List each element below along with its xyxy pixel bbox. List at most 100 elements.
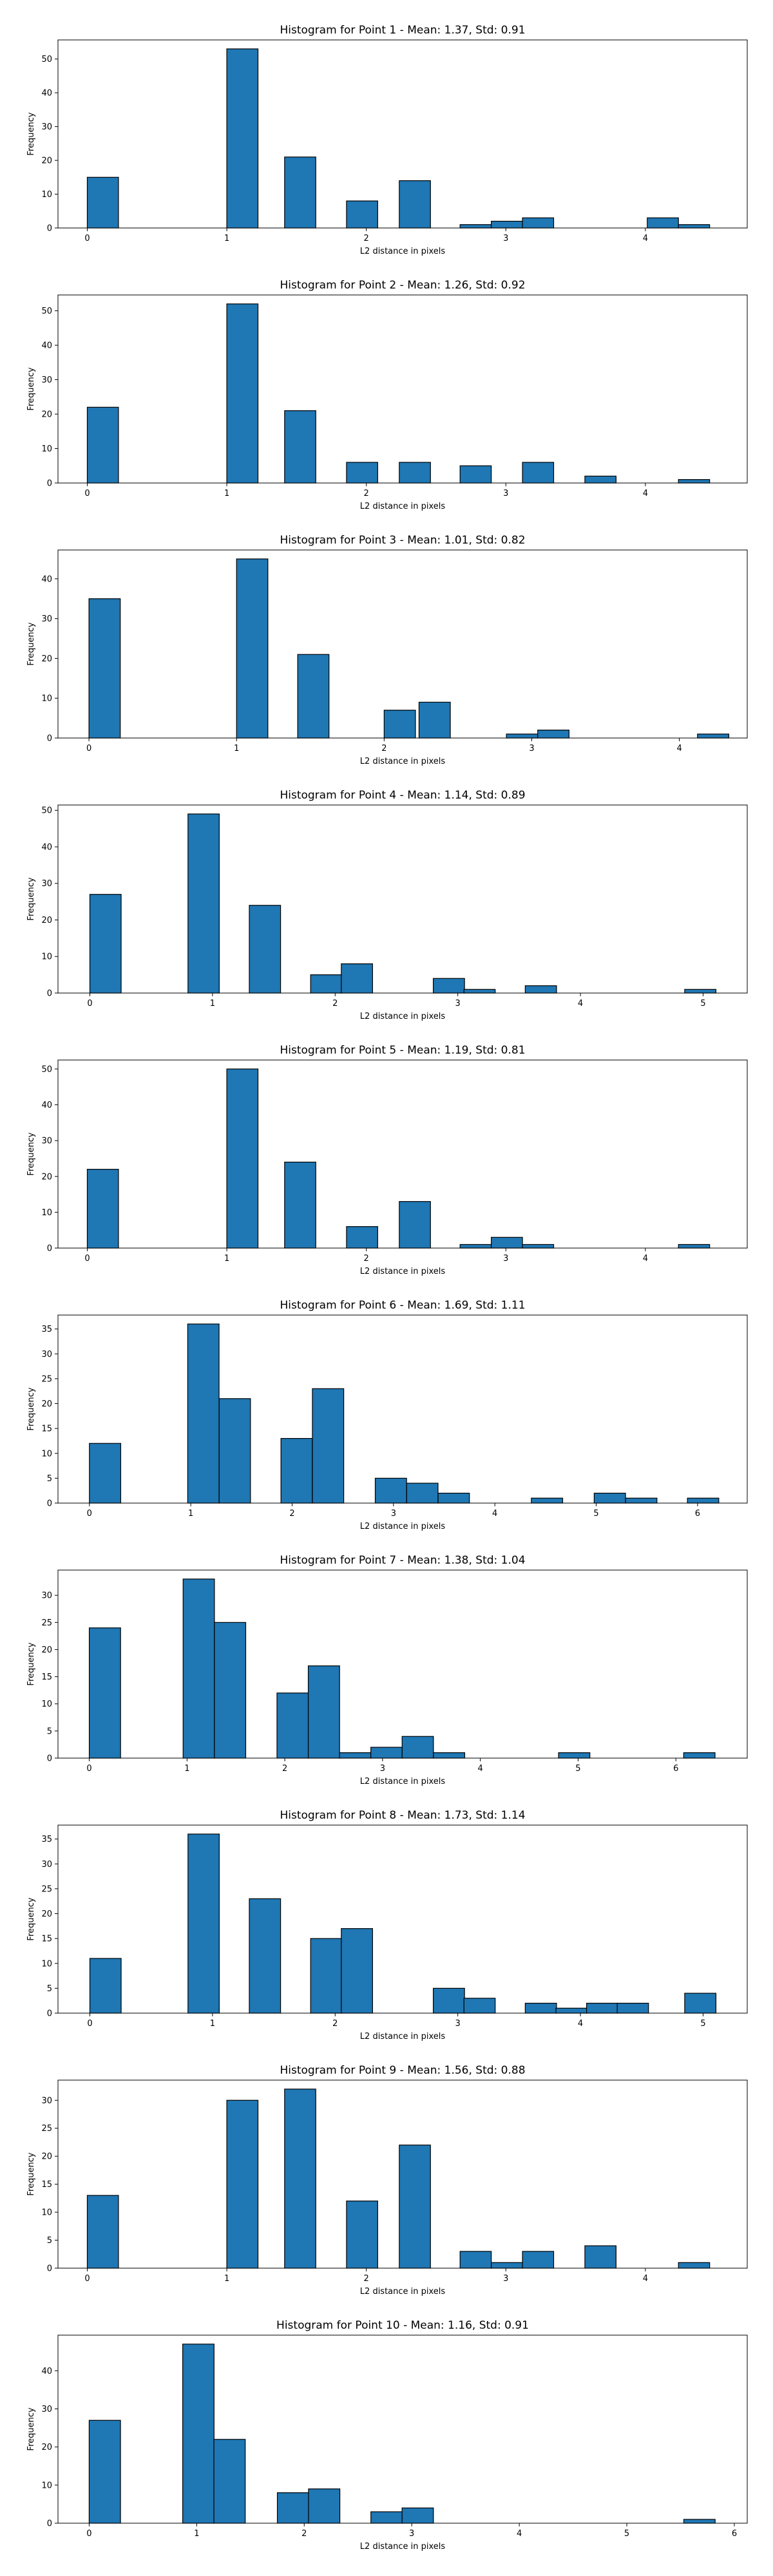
x-tick-label: 0 bbox=[86, 1764, 91, 1774]
histogram-bar-6-3 bbox=[218, 1398, 251, 1504]
x-tick-label: 2 bbox=[364, 234, 369, 243]
y-axis-label: Frequency bbox=[26, 1642, 36, 1685]
histogram-bar-1-3 bbox=[284, 156, 316, 229]
x-tick-label: 6 bbox=[732, 2529, 737, 2539]
x-tick-label: 1 bbox=[194, 2529, 199, 2539]
x-tick-label: 1 bbox=[184, 1764, 189, 1774]
x-tick-label: 0 bbox=[84, 234, 90, 243]
x-axis-label: L2 distance in pixels bbox=[360, 2287, 446, 2297]
x-tick-label: 5 bbox=[593, 1509, 598, 1519]
histogram-bar-1-6 bbox=[459, 224, 492, 229]
histogram-bar-10-4 bbox=[276, 2492, 309, 2524]
chart-panel-6: Histogram for Point 6 - Mean: 1.69, Std:… bbox=[26, 1299, 748, 1531]
histogram-bar-7-8 bbox=[401, 1736, 434, 1759]
x-tick-label: 4 bbox=[643, 1254, 648, 1264]
histogram-bar-10-7 bbox=[401, 2507, 434, 2524]
y-tick-label: 20 bbox=[41, 654, 52, 664]
plot-frame bbox=[57, 2334, 748, 2524]
histogram-bar-7-5 bbox=[307, 1665, 340, 1759]
y-tick-label: 20 bbox=[41, 2443, 52, 2452]
x-tick-label: 5 bbox=[700, 2019, 705, 2029]
histogram-bar-4-3 bbox=[249, 905, 282, 994]
x-tick-label: 4 bbox=[643, 2274, 648, 2284]
x-axis-label: L2 distance in pixels bbox=[360, 1012, 446, 1021]
chart-title: Histogram for Point 4 - Mean: 1.14, Std:… bbox=[280, 789, 525, 802]
x-tick-label: 3 bbox=[503, 489, 508, 498]
y-tick-label: 30 bbox=[41, 1591, 52, 1601]
histogram-bar-6-12 bbox=[687, 1497, 720, 1504]
y-tick-label: 30 bbox=[41, 2405, 52, 2414]
y-tick-label: 40 bbox=[41, 89, 52, 99]
chart-title: Histogram for Point 5 - Mean: 1.19, Std:… bbox=[280, 1044, 525, 1057]
y-axis-label: Frequency bbox=[26, 2407, 36, 2450]
chart-title: Histogram for Point 1 - Mean: 1.37, Std:… bbox=[280, 24, 525, 37]
y-tick-label: 20 bbox=[41, 156, 52, 166]
histogram-bar-9-7 bbox=[491, 2262, 523, 2269]
x-tick-label: 4 bbox=[643, 489, 648, 498]
histogram-bar-3-1 bbox=[88, 598, 121, 739]
x-tick-label: 6 bbox=[673, 1764, 678, 1774]
histogram-bar-7-6 bbox=[339, 1752, 372, 1759]
chart-panel-9: Histogram for Point 9 - Mean: 1.56, Std:… bbox=[26, 2064, 748, 2297]
histogram-bar-6-8 bbox=[437, 1492, 470, 1504]
histogram-bar-6-5 bbox=[312, 1388, 345, 1504]
histogram-bar-1-5 bbox=[399, 180, 431, 229]
x-axis-label: L2 distance in pixels bbox=[360, 247, 446, 256]
y-axis-label: Frequency bbox=[26, 622, 36, 665]
histogram-bar-4-9 bbox=[684, 989, 717, 994]
x-tick-label: 0 bbox=[84, 1254, 90, 1264]
chart-panel-7: Histogram for Point 7 - Mean: 1.38, Std:… bbox=[26, 1554, 748, 1786]
histogram-bar-9-4 bbox=[346, 2201, 378, 2269]
histogram-bar-6-4 bbox=[280, 1437, 313, 1504]
histogram-bar-7-11 bbox=[683, 1752, 716, 1759]
histogram-bar-9-1 bbox=[86, 2195, 119, 2269]
histogram-bar-5-6 bbox=[459, 1244, 492, 1249]
y-tick-label: 40 bbox=[41, 341, 52, 351]
y-tick-label: 20 bbox=[41, 1172, 52, 1182]
x-axis-label: L2 distance in pixels bbox=[360, 2542, 446, 2552]
histogram-bar-2-7 bbox=[522, 462, 555, 484]
histogram-bar-4-1 bbox=[89, 894, 122, 994]
histogram-bar-9-9 bbox=[584, 2245, 616, 2269]
x-axis-label: L2 distance in pixels bbox=[360, 757, 446, 766]
x-tick-label: 2 bbox=[301, 2529, 307, 2539]
histogram-bar-8-10 bbox=[586, 2002, 618, 2014]
plot-frame bbox=[57, 1824, 748, 2014]
y-tick-label: 10 bbox=[41, 2481, 52, 2490]
x-tick-label: 0 bbox=[84, 2274, 90, 2284]
y-tick-label: 10 bbox=[41, 694, 52, 704]
x-tick-label: 1 bbox=[210, 999, 215, 1009]
x-tick-label: 3 bbox=[391, 1509, 396, 1519]
chart-panel-8: Histogram for Point 8 - Mean: 1.73, Std:… bbox=[26, 1809, 748, 2041]
histogram-bar-1-7 bbox=[491, 220, 523, 229]
y-tick-label: 25 bbox=[41, 1618, 52, 1628]
chart-panel-5: Histogram for Point 5 - Mean: 1.19, Std:… bbox=[26, 1044, 748, 1276]
plot-frame bbox=[57, 804, 748, 994]
y-tick-label: 20 bbox=[41, 916, 52, 925]
histogram-bar-2-1 bbox=[86, 406, 119, 484]
histogram-bar-8-9 bbox=[555, 2007, 588, 2014]
histogram-bar-2-8 bbox=[584, 475, 616, 484]
y-axis-label: Frequency bbox=[26, 112, 36, 155]
histogram-bar-5-8 bbox=[522, 1244, 555, 1249]
x-tick-label: 4 bbox=[578, 2019, 583, 2029]
x-tick-label: 1 bbox=[210, 2019, 215, 2029]
y-tick-label: 35 bbox=[41, 1325, 52, 1334]
y-tick-label: 40 bbox=[41, 842, 52, 852]
y-tick-label: 15 bbox=[41, 1935, 52, 1944]
x-tick-label: 2 bbox=[364, 2274, 369, 2284]
histogram-bar-4-2 bbox=[187, 813, 220, 994]
x-tick-label: 0 bbox=[86, 744, 91, 753]
x-tick-label: 5 bbox=[575, 1764, 580, 1774]
y-tick-label: 25 bbox=[41, 1884, 52, 1894]
y-tick-label: 10 bbox=[41, 1700, 52, 1709]
histogram-bar-2-9 bbox=[678, 479, 711, 484]
histogram-bar-3-6 bbox=[506, 734, 539, 739]
x-axis-label: L2 distance in pixels bbox=[360, 1777, 446, 1786]
chart-title: Histogram for Point 3 - Mean: 1.01, Std:… bbox=[280, 534, 525, 547]
y-tick-label: 0 bbox=[47, 479, 52, 489]
histogram-bar-2-5 bbox=[399, 462, 431, 484]
y-tick-label: 5 bbox=[47, 1727, 52, 1736]
histogram-bar-2-4 bbox=[346, 462, 378, 484]
y-tick-label: 0 bbox=[47, 2519, 52, 2529]
